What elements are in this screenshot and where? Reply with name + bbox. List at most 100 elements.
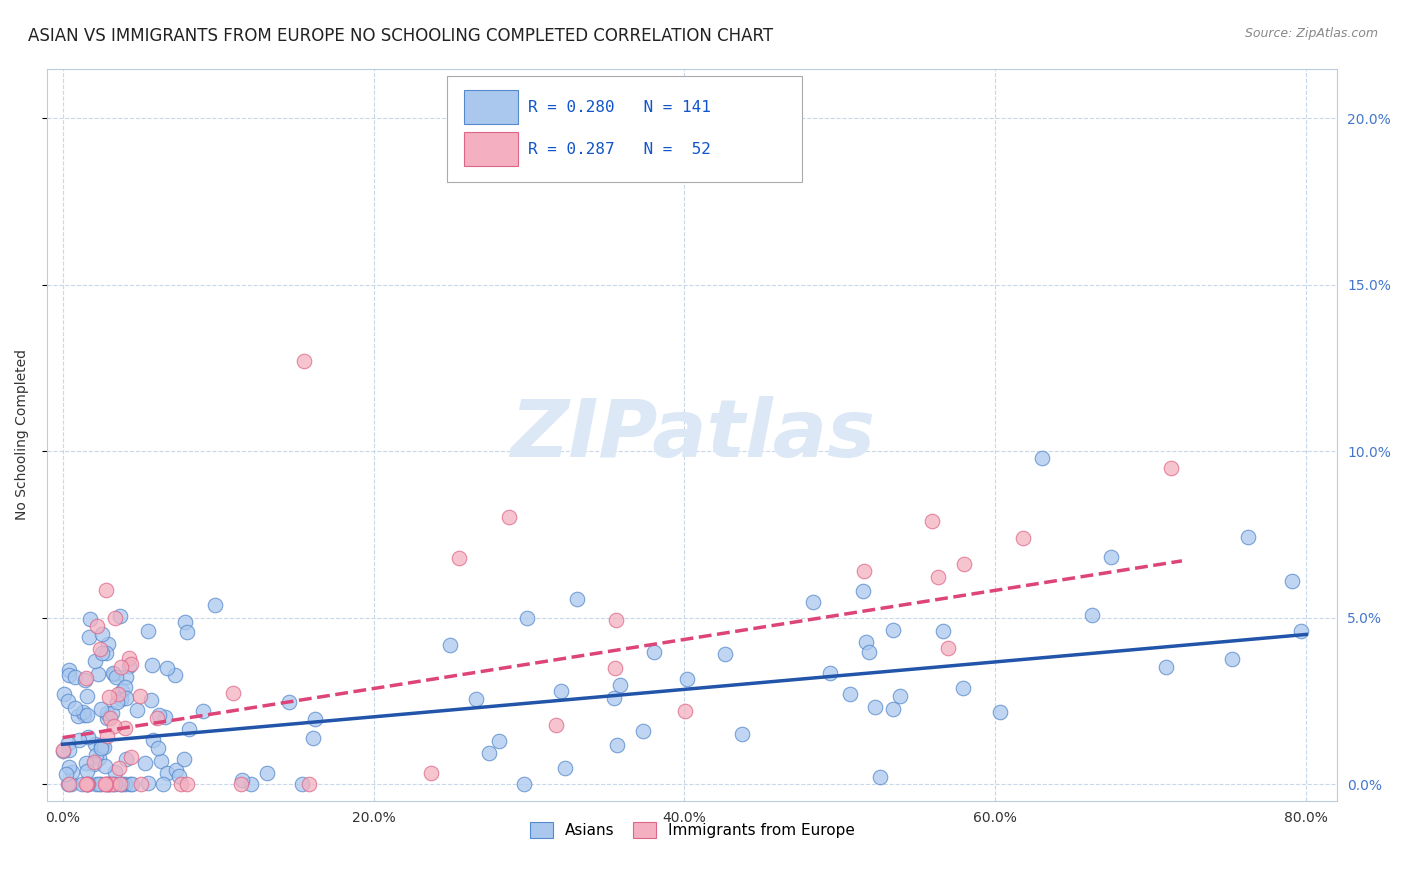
Asians bbox=[67, 732, 90, 747]
Immigrants from Europe bbox=[419, 765, 441, 780]
Asians bbox=[231, 772, 253, 787]
Asians bbox=[97, 777, 120, 791]
Asians bbox=[301, 731, 323, 746]
Asians bbox=[204, 598, 226, 612]
Immigrants from Europe bbox=[673, 704, 696, 718]
Asians bbox=[52, 687, 75, 701]
Immigrants from Europe bbox=[117, 651, 139, 665]
Text: Source: ZipAtlas.com: Source: ZipAtlas.com bbox=[1244, 27, 1378, 40]
Asians bbox=[91, 626, 114, 640]
Asians bbox=[76, 764, 98, 778]
Asians bbox=[488, 733, 510, 747]
Asians bbox=[58, 663, 80, 677]
Asians bbox=[478, 746, 501, 760]
Immigrants from Europe bbox=[89, 642, 111, 657]
Immigrants from Europe bbox=[498, 510, 520, 524]
Asians bbox=[83, 757, 105, 772]
Asians bbox=[79, 612, 101, 626]
Asians bbox=[1237, 530, 1260, 544]
Asians bbox=[72, 777, 94, 791]
Asians bbox=[84, 737, 107, 751]
Immigrants from Europe bbox=[120, 657, 142, 672]
Asians bbox=[58, 760, 80, 774]
Asians bbox=[603, 691, 626, 706]
Immigrants from Europe bbox=[176, 777, 198, 791]
Immigrants from Europe bbox=[129, 777, 152, 791]
Asians bbox=[110, 692, 132, 706]
Asians bbox=[114, 777, 136, 791]
Asians bbox=[90, 702, 112, 716]
Asians bbox=[55, 767, 77, 781]
Asians bbox=[865, 700, 887, 714]
Immigrants from Europe bbox=[170, 777, 193, 791]
Asians bbox=[1154, 660, 1177, 674]
Immigrants from Europe bbox=[94, 777, 117, 791]
Asians bbox=[167, 769, 190, 783]
Immigrants from Europe bbox=[603, 661, 626, 675]
Asians bbox=[84, 748, 107, 763]
Asians bbox=[932, 624, 955, 638]
Asians bbox=[882, 624, 904, 638]
FancyBboxPatch shape bbox=[447, 76, 801, 182]
Asians bbox=[730, 727, 752, 741]
Immigrants from Europe bbox=[292, 354, 315, 368]
Asians bbox=[84, 777, 107, 791]
Asians bbox=[156, 661, 179, 675]
Asians bbox=[609, 678, 631, 692]
Asians bbox=[304, 712, 326, 726]
Asians bbox=[76, 689, 98, 703]
Asians bbox=[173, 752, 195, 766]
Immigrants from Europe bbox=[145, 711, 167, 725]
FancyBboxPatch shape bbox=[464, 90, 517, 124]
Asians bbox=[136, 776, 159, 790]
Asians bbox=[97, 777, 120, 791]
Immigrants from Europe bbox=[120, 750, 142, 764]
Asians bbox=[1099, 550, 1122, 565]
Immigrants from Europe bbox=[298, 777, 321, 791]
Immigrants from Europe bbox=[52, 743, 75, 757]
Immigrants from Europe bbox=[104, 610, 127, 624]
Asians bbox=[148, 708, 170, 723]
Immigrants from Europe bbox=[544, 718, 567, 732]
Asians bbox=[141, 693, 163, 707]
Immigrants from Europe bbox=[94, 582, 117, 597]
Immigrants from Europe bbox=[1012, 531, 1035, 545]
Asians bbox=[100, 706, 122, 720]
Immigrants from Europe bbox=[96, 729, 118, 743]
Immigrants from Europe bbox=[222, 686, 245, 700]
Legend: Asians, Immigrants from Europe: Asians, Immigrants from Europe bbox=[523, 816, 860, 845]
Asians bbox=[96, 711, 118, 725]
Asians bbox=[852, 584, 875, 599]
Asians bbox=[93, 740, 115, 755]
Asians bbox=[75, 756, 97, 770]
Asians bbox=[714, 647, 737, 661]
Immigrants from Europe bbox=[94, 777, 117, 791]
Immigrants from Europe bbox=[86, 619, 108, 633]
Immigrants from Europe bbox=[229, 777, 252, 791]
Immigrants from Europe bbox=[564, 161, 586, 176]
Asians bbox=[58, 668, 80, 682]
Immigrants from Europe bbox=[76, 777, 98, 791]
Asians bbox=[513, 777, 536, 791]
Immigrants from Europe bbox=[108, 761, 131, 775]
Asians bbox=[176, 624, 198, 639]
Asians bbox=[567, 591, 589, 606]
Asians bbox=[675, 672, 697, 686]
Asians bbox=[191, 704, 214, 718]
Asians bbox=[152, 777, 174, 791]
Asians bbox=[631, 723, 654, 738]
Asians bbox=[125, 703, 148, 717]
Asians bbox=[77, 777, 100, 791]
Asians bbox=[439, 638, 461, 652]
Asians bbox=[138, 624, 160, 639]
Asians bbox=[105, 670, 128, 684]
Asians bbox=[149, 754, 172, 768]
Immigrants from Europe bbox=[75, 777, 97, 791]
Asians bbox=[58, 743, 80, 757]
Immigrants from Europe bbox=[1160, 461, 1182, 475]
Asians bbox=[111, 683, 134, 698]
Asians bbox=[1081, 608, 1104, 623]
Asians bbox=[75, 673, 97, 687]
Asians bbox=[115, 691, 138, 706]
Asians bbox=[256, 766, 278, 780]
